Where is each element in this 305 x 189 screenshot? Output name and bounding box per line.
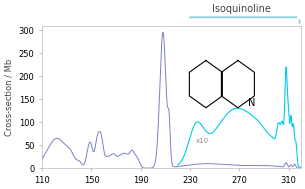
Y-axis label: Cross-section / Mb: Cross-section / Mb [4,58,13,136]
Text: x10: x10 [196,138,209,144]
Text: Isoquinoline: Isoquinoline [212,4,271,14]
Text: N: N [248,98,255,108]
